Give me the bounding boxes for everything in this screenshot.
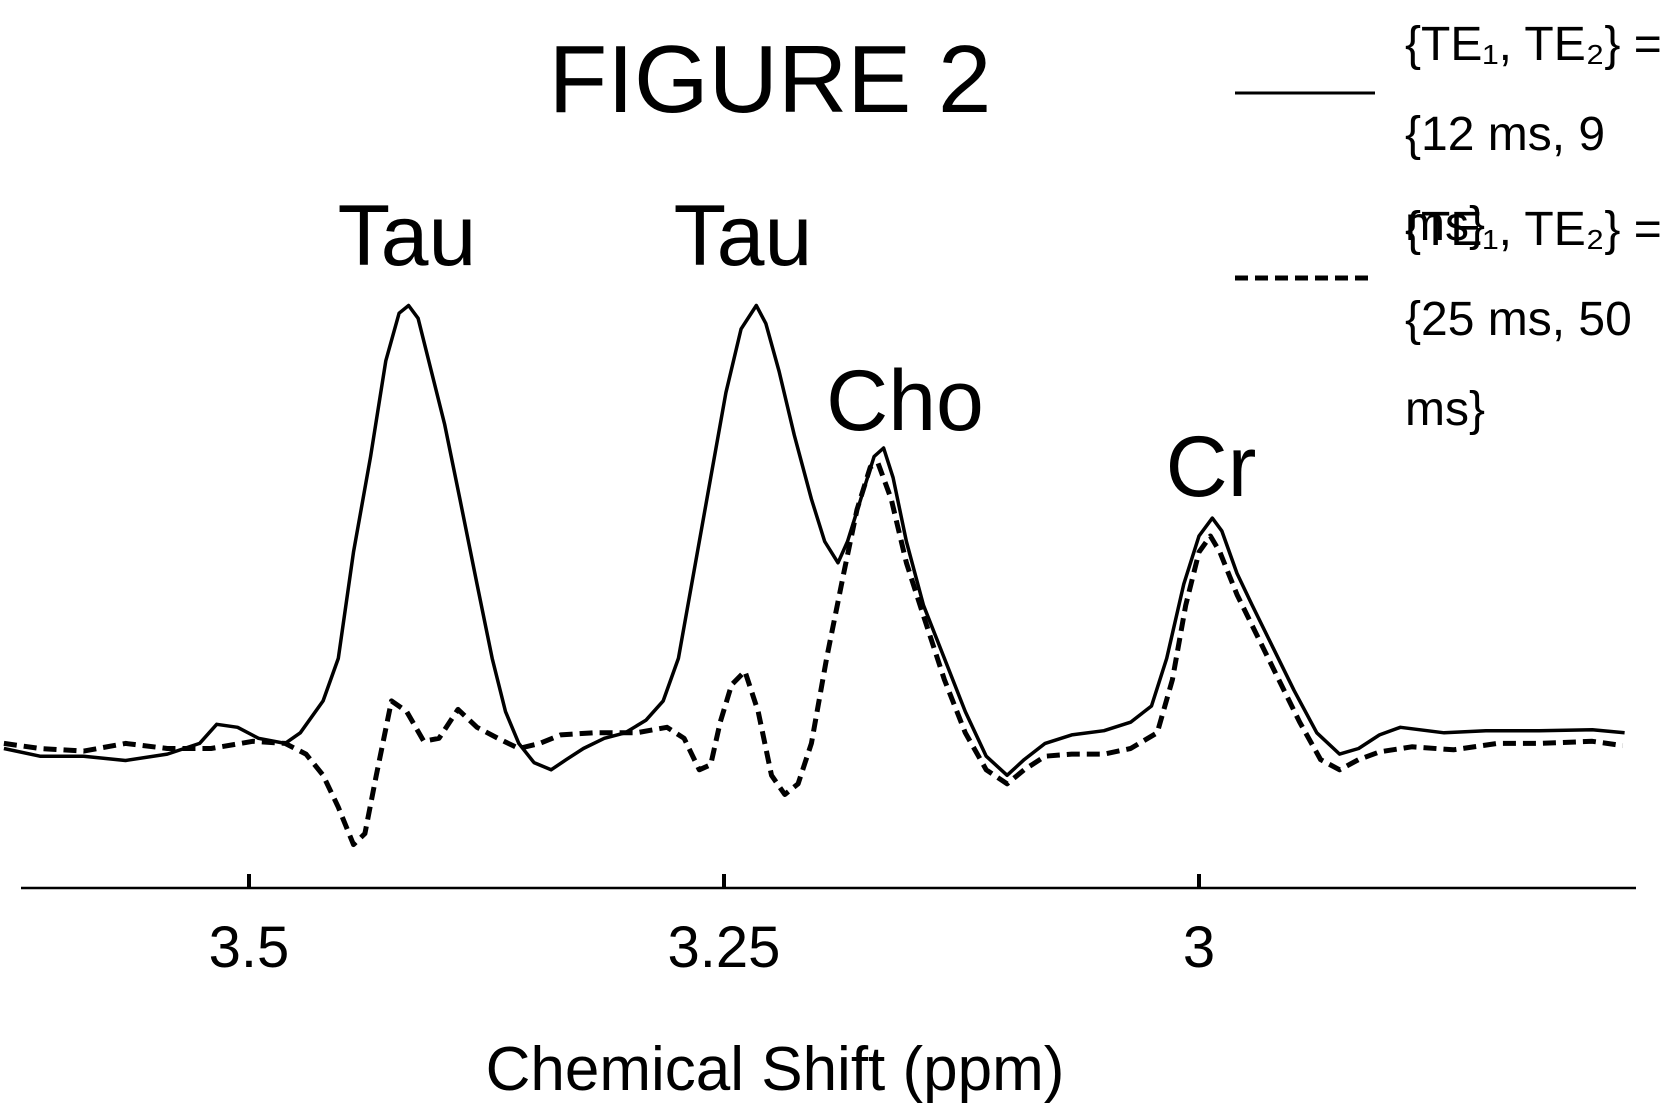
legend-label: {TE₁, TE₂} = {25 ms, 50 ms}: [1405, 203, 1662, 436]
legend-swatch: [1235, 275, 1375, 281]
legend-swatch: [1235, 91, 1375, 95]
x-tick-label: 3: [1183, 915, 1215, 980]
spectrum-line: [3, 303, 1625, 778]
legend-entry: {TE₁, TE₂} = {25 ms, 50 ms}: [1235, 185, 1665, 436]
x-tick-label: 3.5: [209, 915, 290, 980]
spectrum-line: [3, 460, 1624, 848]
chart-title: FIGURE 2: [549, 26, 992, 133]
peak-label: Cho: [826, 353, 984, 449]
legend-label: {TE₁, TE₂} = {12 ms, 9 ms}: [1405, 18, 1662, 251]
peak-label: Tau: [338, 188, 477, 284]
peak-label: Cr: [1166, 419, 1257, 515]
legend-entry: {TE₁, TE₂} = {12 ms, 9 ms}: [1235, 0, 1665, 251]
x-tick-label: 3.25: [668, 915, 781, 980]
x-axis-label: Chemical Shift (ppm): [486, 1035, 1065, 1103]
peak-label: Tau: [674, 188, 813, 284]
legend: {TE₁, TE₂} = {12 ms, 9 ms} {TE₁, TE₂} = {…: [1235, 0, 1665, 436]
